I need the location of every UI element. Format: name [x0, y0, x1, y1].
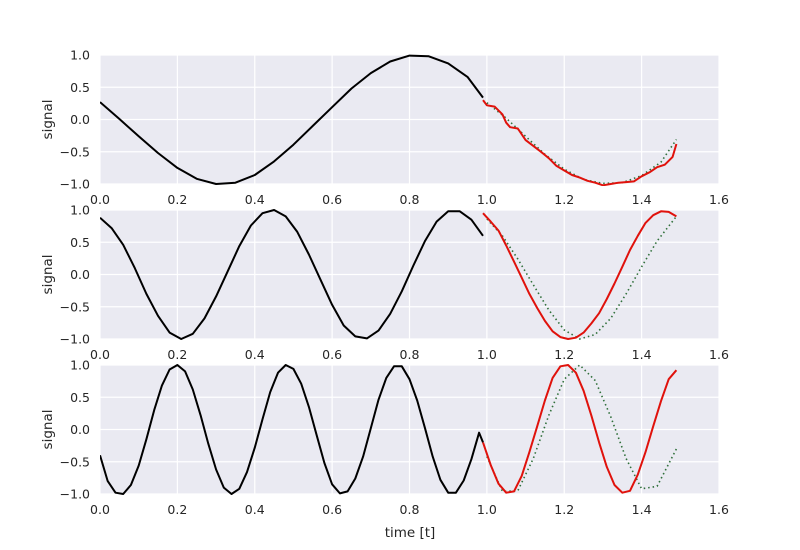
x-tick-label: 0.2	[167, 192, 187, 207]
y-tick-label: 0.5	[70, 390, 90, 405]
subplot-2: 0.0 0.2 0.4 0.6 0.8 1.0 1.2 1.4 1.6 1.0 0.5 0.0 −0.5…	[40, 203, 729, 363]
x-tick-label: 1.0	[477, 347, 497, 362]
y-tick-label: 0.0	[70, 267, 90, 282]
y-tick-label: 0.0	[70, 112, 90, 127]
x-tick-label: 1.4	[632, 192, 652, 207]
x-tick-label: 0.2	[167, 347, 187, 362]
history-line	[100, 54, 484, 185]
y-axis-label: signal	[40, 410, 56, 450]
y-tick-label: −0.5	[60, 299, 90, 314]
x-tick-label: 0.4	[245, 502, 265, 517]
prediction-line	[482, 364, 678, 494]
x-tick-label: 0.6	[322, 502, 342, 517]
x-tick-label: 0.4	[245, 347, 265, 362]
x-tick-label: 0.8	[400, 192, 420, 207]
x-tick-label: 1.6	[709, 347, 729, 362]
y-tick-label: 0.0	[70, 422, 90, 437]
y-tick-label: 0.5	[70, 235, 90, 250]
prediction-line	[482, 210, 677, 340]
y-tick-label: −1.0	[60, 332, 90, 347]
x-tick-label: 0.6	[322, 192, 342, 207]
x-tick-label: 1.6	[709, 192, 729, 207]
x-axis-title: time [t]	[385, 525, 436, 541]
x-tick-label: 0.0	[90, 502, 110, 517]
x-tick-label: 0.8	[400, 502, 420, 517]
x-tick-label: 1.0	[477, 502, 497, 517]
x-tick-label: 1.6	[709, 502, 729, 517]
subplot-3: 0.0 0.2 0.4 0.6 0.8 1.0 1.2 1.4 1.6 1.0 0.5 0.0 −0.5…	[40, 358, 729, 518]
x-tick-label: 0.2	[167, 502, 187, 517]
x-tick-label: 1.0	[477, 192, 497, 207]
reference-dotted-line	[486, 215, 678, 340]
x-tick-label: 0.0	[90, 192, 110, 207]
x-tick-label: 0.6	[322, 347, 342, 362]
y-tick-label: 1.0	[70, 203, 90, 218]
y-tick-label: 0.5	[70, 80, 90, 95]
y-axis-label: signal	[40, 255, 56, 295]
y-tick-label: 1.0	[70, 358, 90, 373]
y-axis-label: signal	[40, 100, 56, 140]
x-tick-label: 0.0	[90, 347, 110, 362]
x-tick-label: 1.2	[554, 347, 574, 362]
y-tick-label: −1.0	[60, 177, 90, 192]
history-line	[100, 209, 484, 340]
y-tick-label: 1.0	[70, 48, 90, 63]
prediction-line	[482, 99, 678, 186]
subplot-1: 0.0 0.2 0.4 0.6 0.8 1.0 1.2 1.4 1.6 1.0 0.5 0.0 −0.5…	[40, 48, 729, 208]
y-tick-label: −0.5	[60, 454, 90, 469]
x-tick-label: 1.2	[554, 192, 574, 207]
x-tick-label: 0.4	[245, 192, 265, 207]
x-tick-label: 1.2	[554, 502, 574, 517]
x-tick-label: 0.8	[400, 347, 420, 362]
x-tick-label: 1.4	[632, 347, 652, 362]
history-line	[100, 364, 484, 495]
y-tick-label: −1.0	[60, 487, 90, 502]
y-tick-label: −0.5	[60, 144, 90, 159]
x-tick-label: 1.4	[632, 502, 652, 517]
